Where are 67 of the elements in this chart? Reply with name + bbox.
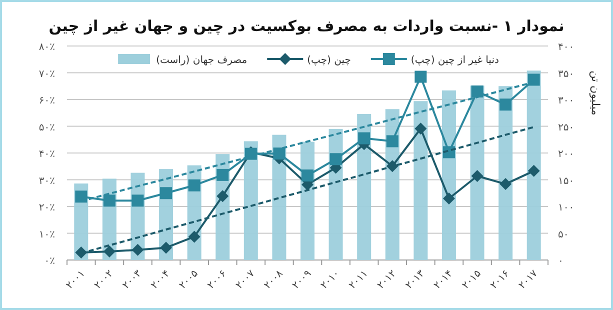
y-tick-label: ۷۰٪ (38, 68, 55, 80)
y2-tick-label: ۳۰۰ (558, 96, 574, 106)
y-tick-label: ۸۰٪ (38, 42, 55, 53)
y2-tick-label: ۵۰ (558, 229, 569, 240)
point (103, 245, 116, 258)
x-tick-label: ۲۰۱۱ (347, 268, 370, 292)
x-tick-label: ۲۰۱۴ (432, 268, 456, 292)
x-tick-label: ۲۰۰۲ (92, 268, 116, 292)
point (132, 244, 144, 256)
point (132, 194, 144, 207)
point (75, 190, 88, 203)
point (216, 168, 229, 181)
y2-axis-title: میلیون تن (589, 70, 602, 116)
point (216, 190, 229, 202)
y2-tick-label: ۰ (558, 256, 564, 267)
x-tick-label: ۲۰۱۵ (460, 268, 484, 292)
y-tick-label: ۲۰٪ (38, 202, 55, 214)
point (500, 178, 512, 190)
point (528, 74, 540, 86)
x-tick-label: ۲۰۱۰ (318, 268, 342, 292)
x-tick-label: ۲۰۰۱ (64, 268, 88, 292)
y2-tick-label: ۴۰۰ (558, 42, 574, 53)
y-tick-label: ۶۰٪ (38, 96, 55, 106)
y2-tick-label: ۲۵۰ (558, 122, 574, 134)
point (188, 179, 200, 192)
y-tick-label: ۵۰٪ (38, 122, 55, 134)
x-tick-label: ۲۰۰۹ (290, 268, 314, 292)
legend-label: دنیا غیر از چین (چپ) (410, 55, 499, 66)
point (103, 194, 116, 207)
y-tick-label: ۳۰٪ (38, 176, 55, 187)
point (386, 135, 398, 148)
x-tick-label: ۲۰۰۵ (177, 268, 200, 292)
x-tick-label: ۲۰۰۴ (149, 268, 172, 292)
point (471, 85, 484, 98)
x-tick-label: ۲۰۱۶ (488, 268, 512, 292)
point (302, 169, 314, 182)
bar (414, 101, 428, 260)
y-tick-label: ۰٪ (44, 256, 55, 267)
point (160, 187, 172, 200)
point (273, 148, 286, 160)
x-tick-label: ۲۰۰۳ (120, 268, 144, 292)
point (414, 70, 427, 83)
y-tick-label: ۴۰٪ (38, 149, 55, 160)
y2-tick-label: ۲۰۰ (558, 149, 574, 160)
point (414, 122, 427, 135)
point (528, 164, 540, 177)
point (442, 192, 455, 204)
bar (526, 70, 541, 260)
chart-title: نمودار ۱ -نسبت واردات به مصرف بوکسیت در چین و جهان غیر از چین (48, 17, 564, 35)
y2-tick-label: ۳۵۰ (558, 68, 574, 80)
x-tick-label: ۲۰۰۷ (234, 268, 258, 292)
y2-tick-label: ۱۰۰ (558, 202, 574, 214)
point (358, 132, 370, 144)
legend-label: چین (چپ) (307, 55, 351, 66)
point (330, 153, 342, 166)
legend-label: مصرف جهان (راست) (156, 55, 248, 66)
point (500, 98, 512, 111)
x-tick-label: ۲۰۰۶ (206, 268, 229, 292)
point (471, 170, 484, 182)
x-tick-label: ۲۰۱۳ (404, 268, 428, 292)
x-tick-label: ۲۰۱۲ (376, 268, 399, 292)
x-tick-label: ۲۰۰۸ (262, 268, 286, 292)
y-tick-label: ۱۰٪ (38, 229, 55, 240)
y2-tick-label: ۱۵۰ (558, 176, 574, 187)
point (188, 230, 200, 243)
x-tick-label: ۲۰۱۷ (517, 268, 540, 292)
point (160, 242, 172, 254)
